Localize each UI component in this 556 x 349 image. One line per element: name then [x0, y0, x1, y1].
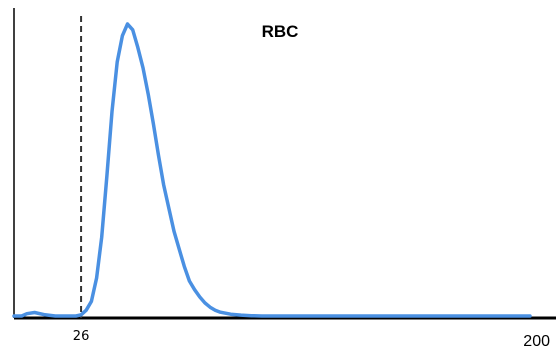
chart-title: RBC: [262, 22, 299, 41]
rbc-series-line: [12, 22, 532, 318]
tick-label-max: 200: [523, 333, 550, 349]
tick-label-threshold: 26: [73, 329, 90, 344]
